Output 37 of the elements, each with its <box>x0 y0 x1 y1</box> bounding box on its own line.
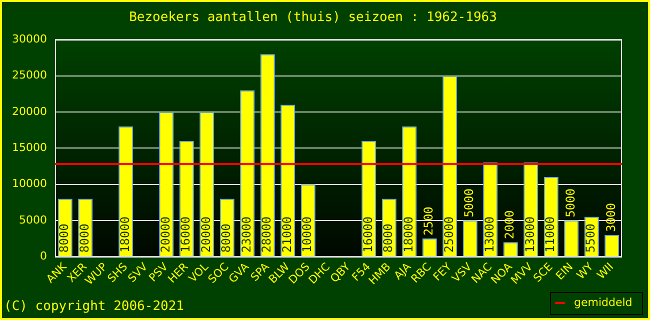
data-label: 10000 <box>300 216 314 253</box>
x-tick-label: WY <box>574 260 596 282</box>
text: (C) copyright 2006-2021 <box>4 299 184 314</box>
data-label: 21000 <box>280 216 294 253</box>
data-label: 5000 <box>462 188 476 218</box>
data-label: 20000 <box>158 216 172 253</box>
data-label: 11000 <box>543 216 558 253</box>
data-label: 18000 <box>401 216 416 253</box>
data-label: 20000 <box>198 216 213 253</box>
data-label: 13000 <box>523 216 537 253</box>
legend-label: gemiddeld <box>574 296 632 309</box>
y-tick-label: 0 <box>40 249 47 262</box>
data-label: 2500 <box>422 206 436 236</box>
chart-title: Bezoekers aantallen (thuis) seizoen : 1962-1963 <box>129 10 497 26</box>
x-tick-label: EIN <box>553 260 576 282</box>
y-tick-label: 25000 <box>12 68 47 82</box>
data-label: 5500 <box>584 224 598 253</box>
data-label: 13000 <box>482 216 496 253</box>
y-tick-label: 20000 <box>12 104 47 118</box>
y-tick-label: 5000 <box>18 213 47 226</box>
data-label: 8000 <box>219 224 234 253</box>
data-label: 8000 <box>381 224 396 253</box>
data-label: 16000 <box>178 216 193 253</box>
data-label: 25000 <box>442 216 456 253</box>
x-tick-label: WII <box>594 260 616 282</box>
data-label: 18000 <box>118 216 132 253</box>
data-label: 3000 <box>604 202 618 232</box>
data-label: 16000 <box>360 216 375 253</box>
y-tick-label: 10000 <box>12 177 47 190</box>
data-label: 8000 <box>57 224 72 253</box>
data-label: 2000 <box>502 210 517 240</box>
y-tick-label: 15000 <box>12 140 47 154</box>
data-label: 28000 <box>260 216 274 253</box>
y-tick-label: 30000 <box>12 32 47 46</box>
data-label: 8000 <box>77 224 92 253</box>
data-label: 5000 <box>564 188 578 218</box>
data-label: 23000 <box>239 216 254 253</box>
